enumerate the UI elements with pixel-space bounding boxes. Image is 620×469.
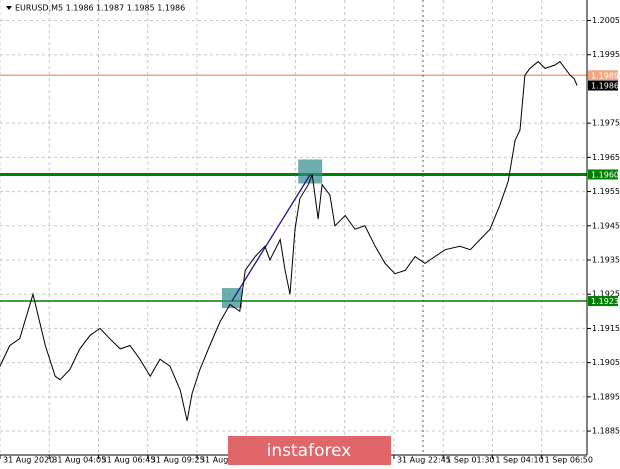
y-tick-label: 1.1895 <box>592 392 620 401</box>
trade-line <box>231 174 311 302</box>
plot-area <box>0 0 587 455</box>
watermark: instaforex <box>228 436 391 465</box>
y-tick-label: 1.2005 <box>592 16 620 25</box>
x-tick-label: 31 Aug 06:45 <box>101 456 155 465</box>
y-tick-label: 1.1955 <box>592 187 620 196</box>
symbol-header: EURUSD,M5 1.1986 1.1987 1.1985 1.1986 <box>15 4 185 13</box>
price-line <box>0 60 578 421</box>
price-box <box>588 296 618 307</box>
y-tick-label: 1.1885 <box>592 427 620 436</box>
price-box <box>588 70 618 81</box>
x-tick-label: 31 Aug 04:05 <box>52 456 106 465</box>
x-tick-label: 31 Aug 09:25 <box>151 456 205 465</box>
y-tick-label: 1.1905 <box>592 358 620 367</box>
menu-arrow[interactable] <box>6 6 12 10</box>
y-tick-label: 1.1935 <box>592 256 620 265</box>
x-tick-label: 1 Sep 04:10 <box>495 456 543 465</box>
x-tick-label: 1 Sep 06:50 <box>545 456 593 465</box>
price-box-label: 1.1989 <box>591 71 619 80</box>
watermark-box <box>228 436 391 465</box>
x-tick-label: 31 Aug 2020 <box>3 456 54 465</box>
x-tick-label: 31 Aug <box>200 456 228 465</box>
x-tick-label: 1 Sep 01:30 <box>446 456 494 465</box>
y-tick-label: 1.1915 <box>592 324 620 333</box>
y-tick-label: 1.1965 <box>592 153 620 162</box>
price-box <box>588 169 618 180</box>
y-tick-label: 1.1925 <box>592 290 620 299</box>
price-box <box>588 80 618 91</box>
trade-marker <box>221 288 242 309</box>
watermark-text: instaforex <box>267 441 352 461</box>
y-tick-label: 1.1995 <box>592 50 620 59</box>
x-tick-label: 31 Aug 22:45 <box>397 456 451 465</box>
y-tick-label: 1.1945 <box>592 221 620 230</box>
y-tick-label: 1.1975 <box>592 119 620 128</box>
price-box-label: 1.1986 <box>591 82 619 91</box>
price-box-label: 1.1960 <box>591 170 619 179</box>
price-box-label: 1.1923 <box>591 297 619 306</box>
